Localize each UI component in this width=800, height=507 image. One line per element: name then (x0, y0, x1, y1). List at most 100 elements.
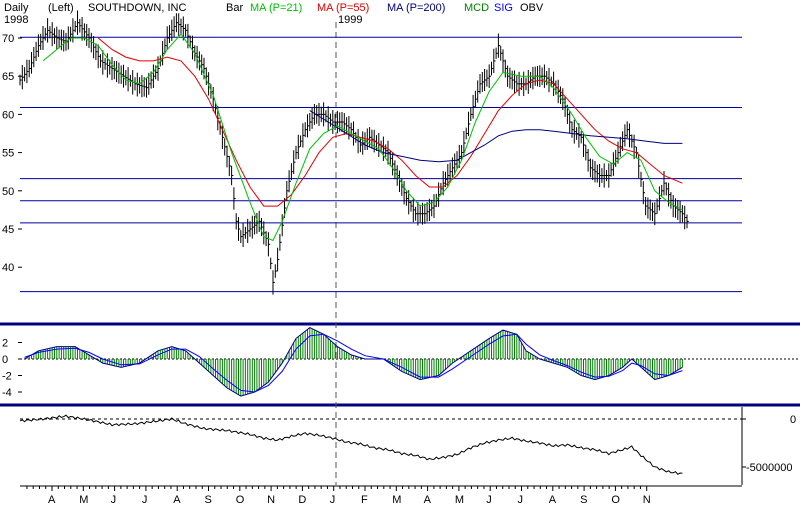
price-bar (58, 29, 61, 49)
price-bar (44, 27, 48, 41)
price-bar (290, 163, 294, 181)
price-bar (189, 35, 192, 49)
price-bar (231, 165, 234, 186)
price-bar (111, 57, 114, 81)
price-tick-label: 40 (2, 262, 14, 274)
mcd-line (24, 327, 683, 397)
price-bar (681, 205, 685, 223)
x-axis-label: S (580, 494, 587, 506)
price-bar (663, 170, 666, 196)
price-bar (125, 70, 128, 86)
price-bar (31, 51, 34, 74)
price-bar (201, 54, 204, 75)
price-bar (348, 116, 351, 140)
price-bar (178, 13, 181, 36)
x-axis-label: A (173, 494, 181, 506)
symbol-label: SOUTHDOWN, INC (88, 2, 186, 14)
price-bar (546, 71, 549, 86)
x-axis-label: A (424, 494, 432, 506)
price-bar (72, 18, 75, 43)
price-bar (385, 144, 388, 157)
price-bar (198, 51, 202, 71)
price-bar (270, 257, 273, 270)
price-bar (182, 16, 186, 41)
price-bar (686, 214, 689, 229)
price-bar (336, 110, 340, 134)
price-bar (263, 221, 266, 245)
price-bar (530, 71, 533, 89)
price-bar (286, 180, 289, 201)
price-bar (97, 44, 100, 69)
price-bar (387, 140, 390, 165)
price-bar (647, 197, 650, 219)
price-bar (576, 127, 579, 140)
price-bar (470, 107, 473, 122)
price-bar (622, 131, 625, 151)
price-tick-label: 50 (2, 186, 14, 198)
ma21-line (42, 33, 683, 242)
price-bar (196, 45, 199, 69)
price-bar (626, 121, 629, 139)
price-bar (578, 123, 581, 148)
price-bar (507, 65, 510, 87)
x-axis-label: N (643, 494, 651, 506)
x-axis-label: J (486, 494, 492, 506)
price-tick-label: 60 (2, 109, 14, 121)
price-bar (481, 71, 485, 92)
x-axis-label: J (518, 494, 524, 506)
price-bar (19, 74, 22, 86)
obv-line (19, 414, 683, 475)
price-bar (629, 123, 632, 148)
price-bar (412, 197, 416, 223)
price-bar (302, 123, 305, 148)
price-bar (615, 149, 618, 167)
obv-legend: OBV (520, 2, 544, 14)
price-bar (472, 94, 475, 119)
price-bar (261, 218, 264, 237)
price-bar (403, 181, 406, 205)
price-bar (95, 43, 98, 61)
price-bar (415, 206, 418, 221)
price-bar (86, 23, 89, 46)
price-bar (173, 16, 176, 37)
price-bar (33, 46, 36, 68)
price-bar (106, 53, 110, 78)
price-bar (169, 25, 172, 44)
price-bar (28, 59, 31, 78)
price-bar (658, 186, 662, 211)
price-bar (353, 121, 356, 146)
price-bar (493, 48, 496, 74)
price-bar (389, 150, 393, 167)
mcd-legend: MCD (464, 2, 489, 14)
price-bar (587, 148, 590, 172)
x-axis-label: F (361, 494, 368, 506)
price-bar (511, 70, 514, 90)
price-bar (468, 111, 471, 137)
price-bar (573, 119, 577, 144)
price-bar (633, 134, 636, 160)
price-bar (500, 45, 503, 61)
price-bar (419, 205, 422, 223)
price-bar (233, 187, 236, 210)
price-bar (60, 29, 64, 51)
price-bar (654, 202, 657, 226)
price-bar (642, 181, 646, 205)
price-bar (300, 135, 303, 147)
year-start-label: 1998 (4, 14, 28, 26)
price-bar (442, 171, 445, 196)
price-bar (603, 163, 606, 188)
price-bar (139, 77, 142, 94)
bar-label: Bar (226, 2, 243, 14)
price-bar (318, 102, 321, 126)
price-bar (146, 77, 149, 98)
price-bar (346, 117, 349, 135)
price-bar (509, 67, 512, 89)
price-bar (606, 169, 609, 182)
price-bar (465, 127, 468, 140)
price-bar (463, 130, 466, 156)
price-bar (277, 247, 280, 272)
price-bar (238, 217, 241, 241)
price-bar (486, 69, 489, 87)
price-bar (408, 190, 411, 215)
price-bar (162, 41, 165, 66)
